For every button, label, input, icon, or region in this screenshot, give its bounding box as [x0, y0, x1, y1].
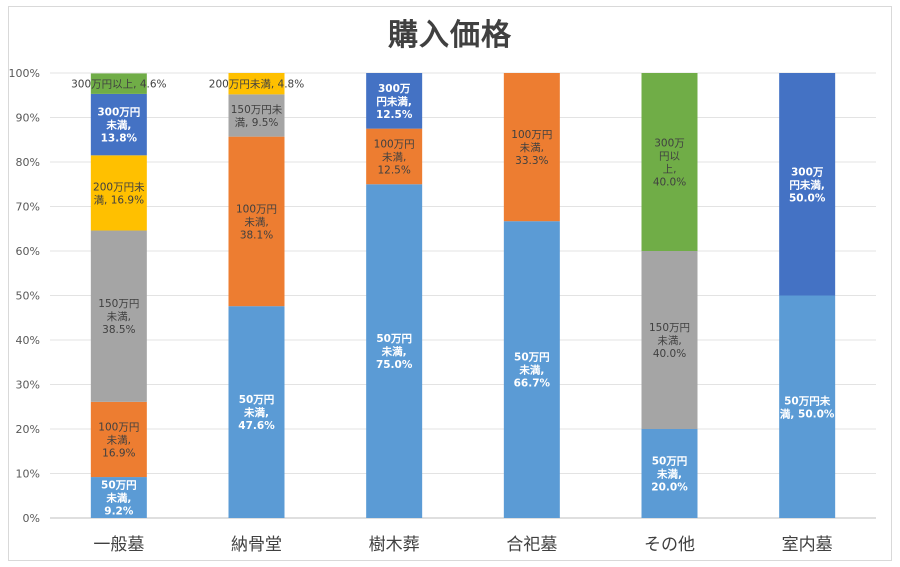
data-label: 50万円	[652, 456, 688, 468]
data-label: 50万円	[514, 352, 550, 364]
data-label: 75.0%	[376, 359, 413, 371]
data-label: 40.0%	[653, 177, 686, 189]
data-label: 38.5%	[102, 324, 135, 336]
data-label: 未満,	[520, 142, 544, 154]
data-label: 100万円	[98, 421, 139, 433]
chart-frame	[8, 6, 892, 561]
data-label: 9.2%	[104, 506, 134, 518]
bar-segment-s100	[503, 73, 560, 222]
data-label: 12.5%	[376, 109, 413, 121]
bar-segment-s100	[90, 401, 147, 478]
data-label: 50万円未	[784, 394, 831, 407]
data-label: 未満,	[382, 151, 406, 163]
bar-segment-s50	[366, 184, 423, 518]
data-label: 150万円	[649, 322, 690, 334]
y-tick-label: 80%	[16, 156, 40, 169]
y-tick-label: 50%	[16, 290, 40, 303]
y-tick-label: 20%	[16, 423, 40, 436]
data-label: 未満,	[656, 468, 682, 481]
bar-segment-s50	[641, 429, 698, 518]
data-label: 50万円	[239, 394, 275, 406]
x-category-label: その他	[644, 535, 695, 555]
bar-segment-s50	[228, 306, 285, 518]
x-category-label: 合祀墓	[506, 535, 557, 555]
data-label: 38.1%	[240, 229, 273, 241]
x-category-label: 一般墓	[93, 535, 144, 555]
data-label: 未満,	[244, 216, 268, 228]
y-tick-label: 40%	[16, 334, 40, 347]
data-label: 150万円	[98, 298, 139, 310]
x-category-label: 室内墓	[782, 535, 833, 555]
bar-segment-s300o	[641, 73, 698, 251]
data-label: 100万円	[374, 138, 415, 150]
data-label: 300万	[654, 138, 685, 150]
bar-segment-s150	[641, 251, 698, 429]
y-tick-label: 0%	[23, 512, 40, 525]
data-label: 未満,	[657, 335, 681, 347]
data-label: 50万円	[376, 333, 412, 345]
data-label: 未満,	[105, 119, 131, 132]
y-tick-label: 10%	[16, 468, 40, 481]
y-tick-label: 100%	[9, 67, 40, 80]
data-label: 100万円	[511, 129, 552, 141]
bar-segment-s150	[228, 94, 285, 137]
bar-segment-s100	[366, 128, 423, 185]
data-label: 未満,	[518, 364, 544, 377]
data-label: 12.5%	[377, 164, 410, 176]
data-label: 未満,	[381, 345, 407, 358]
data-label: 満, 16.9%	[94, 194, 145, 206]
data-label: 50.0%	[789, 192, 826, 204]
data-label: 300万	[791, 166, 824, 178]
data-label: 47.6%	[238, 420, 275, 432]
data-label: 200万円未満, 4.8%	[209, 79, 304, 91]
data-label: 300万	[378, 83, 411, 95]
data-label: 150万円未	[231, 104, 283, 116]
bar-segment-s100	[228, 136, 285, 307]
data-label: 満, 9.5%	[235, 117, 279, 129]
bar-segment-s300u	[366, 73, 423, 129]
data-label: 未満,	[105, 492, 131, 505]
y-tick-label: 70%	[16, 201, 40, 214]
data-label: 300万円	[97, 107, 140, 119]
data-label: 円未満,	[376, 95, 412, 108]
data-label: 未満,	[243, 406, 269, 419]
y-tick-label: 90%	[16, 112, 40, 125]
data-label: 200万円未	[93, 181, 145, 193]
data-label: 20.0%	[651, 482, 688, 494]
bar-segment-s200	[228, 73, 285, 95]
bar-segment-s300u	[90, 93, 147, 156]
data-label: 40.0%	[653, 348, 686, 360]
data-label: 100万円	[236, 203, 277, 215]
data-label: 66.7%	[514, 378, 551, 390]
data-label: 満, 50.0%	[780, 407, 835, 420]
bar-segment-s200	[90, 155, 147, 231]
x-category-label: 樹木葬	[369, 535, 420, 555]
data-label: 13.8%	[101, 133, 138, 145]
bar-segment-s150	[90, 230, 147, 402]
bar-segment-s50	[90, 477, 147, 518]
bar-segment-s50	[779, 295, 836, 518]
data-label: 円以	[659, 151, 680, 163]
data-label: 未満,	[107, 311, 131, 323]
data-label: 300万円以上, 4.6%	[71, 79, 166, 91]
y-tick-label: 30%	[16, 379, 40, 392]
x-category-label: 納骨堂	[231, 535, 282, 555]
data-label: 上,	[663, 164, 677, 176]
data-label: 33.3%	[515, 155, 548, 167]
bar-segment-s50	[503, 221, 560, 518]
data-label: 16.9%	[102, 447, 135, 459]
data-label: 円未満,	[789, 178, 825, 191]
bar-segment-s300o	[90, 73, 147, 94]
data-label: 未満,	[107, 434, 131, 446]
data-label: 50万円	[101, 480, 137, 492]
bar-segment-s300u	[779, 73, 836, 296]
chart-title: 購入価格	[388, 18, 512, 53]
y-tick-label: 60%	[16, 245, 40, 258]
